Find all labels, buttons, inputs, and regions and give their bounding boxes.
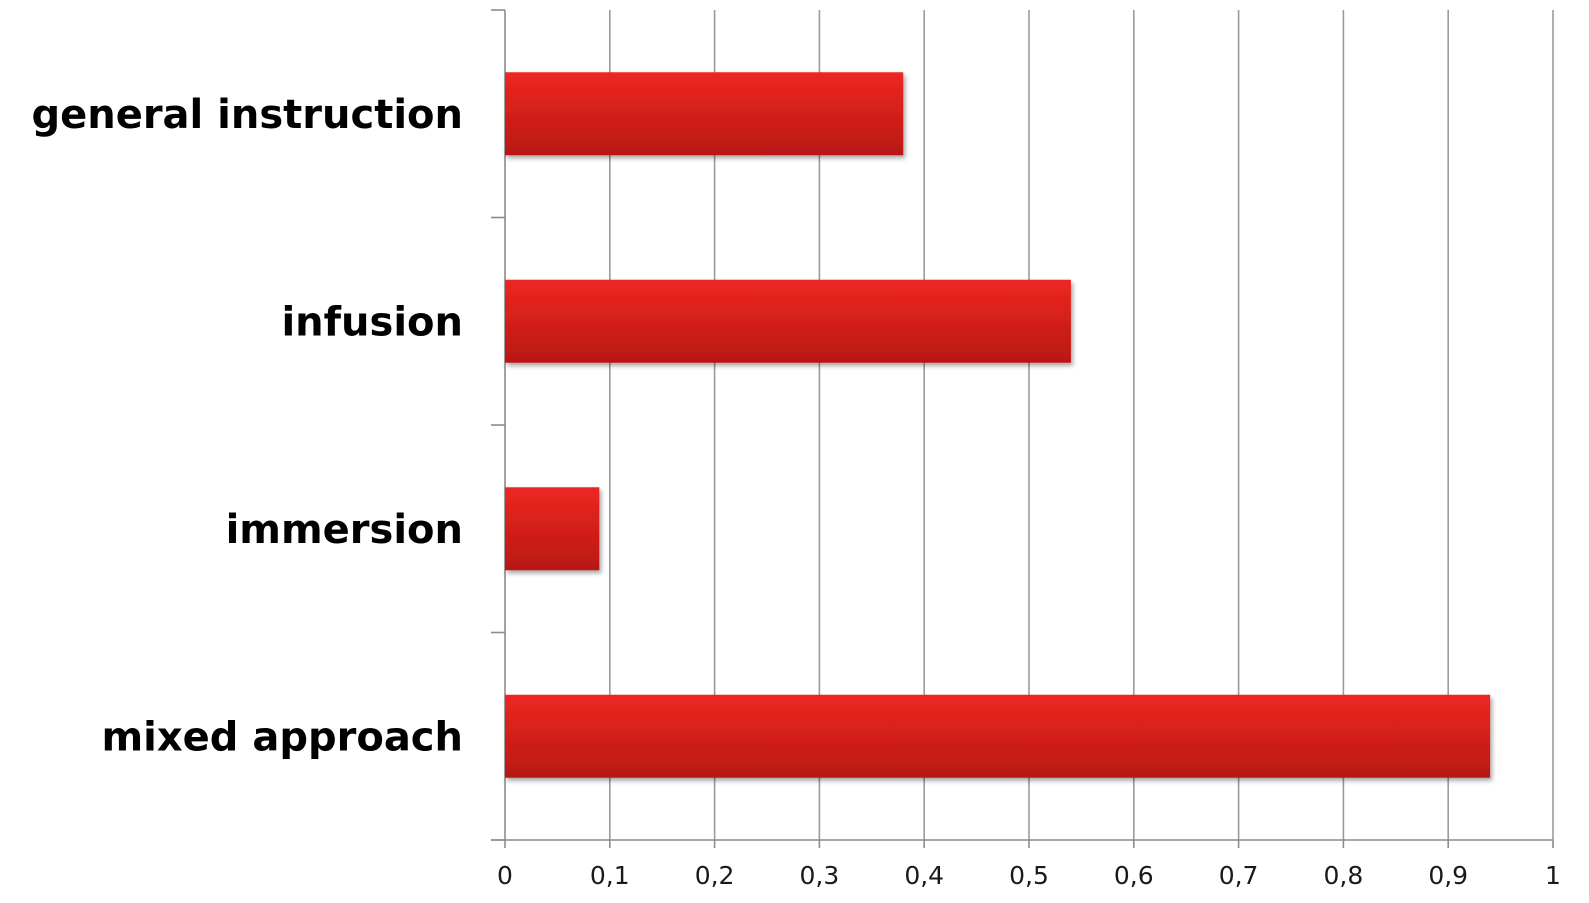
category-labels: general instruction infusion immersion mixe…	[31, 92, 463, 761]
x-tick-label: 0	[497, 861, 513, 890]
x-tick-label: 0,5	[1009, 861, 1049, 890]
bar	[505, 694, 1491, 778]
x-tick-label: 0,2	[695, 861, 735, 890]
bar	[505, 487, 600, 571]
category-label: mixed approach	[101, 714, 463, 760]
category-label: general instruction	[31, 92, 463, 138]
x-tick-label: 0,9	[1428, 861, 1468, 890]
bars	[505, 72, 1491, 778]
x-tick-label: 0,3	[800, 861, 840, 890]
x-tick-label: 0,6	[1114, 861, 1154, 890]
bar	[505, 72, 904, 156]
category-label: immersion	[226, 507, 463, 553]
x-tick-label: 0,8	[1324, 861, 1364, 890]
x-tick-labels: 0 0,1 0,2 0,3 0,4 0,5 0,6 0,7 0,8 0,9 1	[497, 861, 1561, 890]
x-tick-label: 0,7	[1219, 861, 1259, 890]
x-tick-label: 0,4	[904, 861, 944, 890]
category-label: infusion	[281, 299, 463, 345]
bar	[505, 279, 1071, 363]
x-tick-label: 1	[1545, 861, 1561, 890]
x-tick-label: 0,1	[590, 861, 630, 890]
